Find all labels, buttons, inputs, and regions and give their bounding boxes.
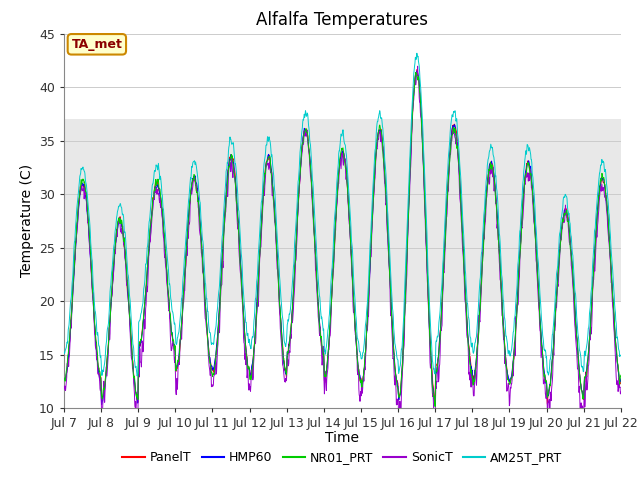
NR01_PRT bbox=[431, 404, 439, 409]
Line: SonicT: SonicT bbox=[64, 66, 621, 428]
HMP60 bbox=[552, 311, 559, 316]
HMP60 bbox=[60, 377, 68, 383]
HMP60 bbox=[413, 68, 421, 74]
HMP60 bbox=[502, 364, 510, 370]
AM25T_PRT bbox=[502, 333, 510, 339]
SonicT bbox=[60, 385, 68, 391]
HMP60 bbox=[617, 376, 625, 382]
PanelT bbox=[184, 225, 191, 231]
PanelT bbox=[170, 347, 178, 352]
AM25T_PRT bbox=[413, 50, 420, 56]
HMP60 bbox=[171, 345, 179, 351]
AM25T_PRT bbox=[246, 343, 254, 349]
NR01_PRT bbox=[552, 310, 559, 316]
Y-axis label: Temperature (C): Temperature (C) bbox=[20, 164, 33, 277]
AM25T_PRT bbox=[60, 349, 68, 355]
NR01_PRT bbox=[184, 225, 191, 231]
AM25T_PRT bbox=[184, 201, 192, 206]
HMP60 bbox=[184, 218, 192, 224]
X-axis label: Time: Time bbox=[325, 432, 360, 445]
SonicT bbox=[502, 372, 510, 378]
NR01_PRT bbox=[246, 377, 254, 383]
NR01_PRT bbox=[412, 70, 420, 75]
AM25T_PRT bbox=[133, 373, 141, 379]
NR01_PRT bbox=[170, 347, 178, 352]
SonicT bbox=[246, 388, 254, 394]
NR01_PRT bbox=[429, 390, 437, 396]
AM25T_PRT bbox=[617, 353, 625, 359]
NR01_PRT bbox=[60, 375, 68, 381]
Title: Alfalfa Temperatures: Alfalfa Temperatures bbox=[257, 11, 428, 29]
SonicT bbox=[414, 63, 422, 69]
SonicT bbox=[429, 405, 437, 411]
Line: AM25T_PRT: AM25T_PRT bbox=[64, 53, 621, 376]
SonicT bbox=[171, 360, 179, 365]
SonicT bbox=[617, 389, 625, 395]
AM25T_PRT bbox=[429, 366, 437, 372]
PanelT bbox=[502, 356, 509, 362]
PanelT bbox=[413, 67, 420, 72]
PanelT bbox=[60, 377, 68, 383]
NR01_PRT bbox=[502, 363, 510, 369]
HMP60 bbox=[246, 372, 254, 378]
SonicT bbox=[552, 322, 559, 327]
SonicT bbox=[133, 425, 141, 431]
Legend: PanelT, HMP60, NR01_PRT, SonicT, AM25T_PRT: PanelT, HMP60, NR01_PRT, SonicT, AM25T_P… bbox=[117, 446, 568, 469]
SonicT bbox=[184, 236, 192, 241]
PanelT bbox=[543, 401, 551, 407]
AM25T_PRT bbox=[552, 289, 559, 295]
Line: NR01_PRT: NR01_PRT bbox=[64, 72, 621, 407]
AM25T_PRT bbox=[171, 320, 179, 326]
HMP60 bbox=[429, 393, 437, 398]
Text: TA_met: TA_met bbox=[72, 38, 122, 51]
PanelT bbox=[617, 381, 625, 387]
PanelT bbox=[246, 373, 254, 379]
NR01_PRT bbox=[617, 372, 625, 378]
PanelT bbox=[429, 383, 437, 389]
Line: HMP60: HMP60 bbox=[64, 71, 621, 405]
Line: PanelT: PanelT bbox=[64, 70, 621, 404]
Bar bbox=[64, 119, 621, 301]
PanelT bbox=[552, 311, 559, 317]
HMP60 bbox=[98, 402, 106, 408]
